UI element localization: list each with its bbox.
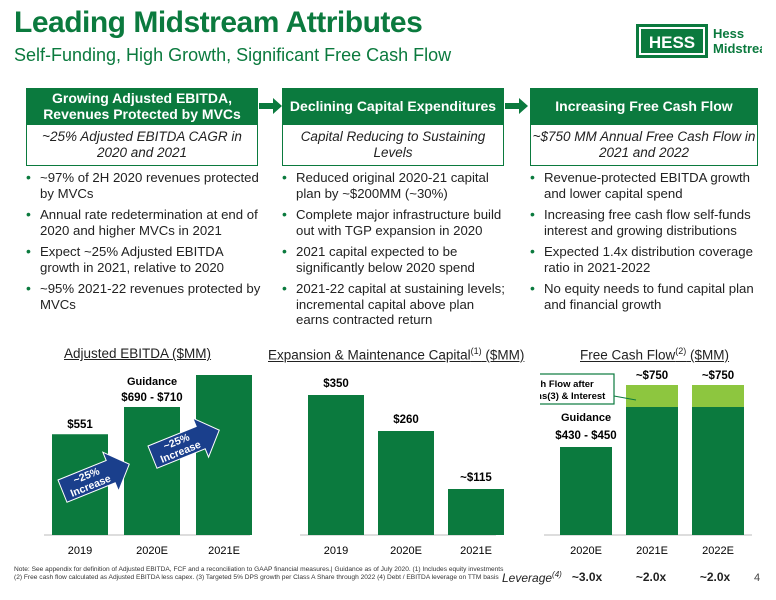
right-arrow-icon — [259, 98, 282, 114]
bar-2022E — [692, 407, 744, 535]
capex-bar-chart: $350 $260 ~$115 2019 2020E 2021E — [300, 378, 504, 557]
x-tick-label: 2019 — [68, 545, 92, 557]
svg-text:Hess: Hess — [713, 26, 744, 41]
list-item: 2021-22 capital at sustaining levels; in… — [282, 281, 510, 328]
leverage-value: ~3.0x — [571, 570, 603, 584]
x-tick-label: 2020E — [390, 545, 422, 557]
list-item: Expected 1.4x distribution coverage rati… — [530, 244, 760, 275]
fcf-bar-chart: $430 - $450 ~$750 ~$750 Guidance Free Ca… — [540, 370, 752, 557]
data-label-2019: $551 — [67, 419, 93, 431]
bullet-list-ebitda: ~97% of 2H 2020 revenues protected by MV… — [26, 170, 262, 318]
list-item: Complete major infrastructure build out … — [282, 207, 510, 238]
list-item: Expect ~25% Adjusted EBITDA growth in 20… — [26, 244, 262, 275]
list-item: ~95% 2021-22 revenues protected by MVCs — [26, 281, 262, 312]
list-item: Reduced original 2020-21 capital plan by… — [282, 170, 510, 201]
highlight-box-fcf: ~$750 MM Annual Free Cash Flow in 2021 a… — [530, 124, 758, 166]
callout-text: Free Cash Flow after — [540, 379, 594, 390]
guidance-label: Guidance — [561, 412, 611, 424]
data-label: $350 — [323, 378, 349, 390]
x-tick-label: 2021E — [460, 545, 492, 557]
x-tick-label: 2020E — [136, 545, 168, 557]
column-heading-fcf: Increasing Free Cash Flow — [530, 88, 758, 124]
leverage-value: ~2.0x — [699, 570, 731, 584]
list-item: 2021 capital expected to be significantl… — [282, 244, 510, 275]
x-tick-label: 2019 — [324, 545, 348, 557]
x-tick-label: 2021E — [208, 545, 240, 557]
footnote: Note: See appendix for definition of Adj… — [14, 566, 504, 581]
svg-text:HESS: HESS — [649, 33, 695, 52]
bar-top-2022E — [692, 385, 744, 407]
page-title: Leading Midstream Attributes — [14, 6, 423, 39]
x-tick-label: 2021E — [636, 545, 668, 557]
fcf-callout: Free Cash Flow after Distributions(3) & … — [540, 373, 637, 405]
column-heading-capex: Declining Capital Expenditures — [282, 88, 504, 124]
column-heading-ebitda: Growing Adjusted EBITDA, Revenues Protec… — [26, 88, 258, 124]
bar-2020E — [378, 431, 434, 535]
data-label: $430 - $450 — [555, 430, 616, 442]
ebitda-bar-chart: $551 $690 - $710 Guidance ~25% Increase … — [44, 375, 252, 557]
list-item: ~97% of 2H 2020 revenues protected by MV… — [26, 170, 262, 201]
highlight-box-ebitda: ~25% Adjusted EBITDA CAGR in 2020 and 20… — [26, 124, 258, 166]
x-tick-label: 2022E — [702, 545, 734, 557]
bar-2021E — [448, 489, 504, 535]
data-label: $260 — [393, 414, 419, 426]
leverage-value: ~2.0x — [635, 570, 667, 584]
data-label: ~$750 — [636, 370, 668, 382]
data-label: ~$115 — [460, 472, 492, 484]
list-item: No equity needs to fund capital plan and… — [530, 281, 760, 312]
right-arrow-icon — [505, 98, 528, 114]
bar-top-2021E — [626, 385, 678, 407]
bar-2021E — [626, 407, 678, 535]
page-subtitle: Self-Funding, High Growth, Significant F… — [14, 45, 452, 65]
hess-midstream-logo: HESS Hess Midstream — [636, 24, 762, 58]
bullet-list-fcf: Revenue-protected EBITDA growth and lowe… — [530, 170, 760, 318]
list-item: Annual rate redetermination at end of 20… — [26, 207, 262, 238]
data-label-2020E: $690 - $710 — [121, 392, 182, 404]
bar-2021E — [196, 375, 252, 535]
leverage-label: Leverage(4) — [502, 570, 562, 585]
bar-2020E — [560, 447, 612, 535]
bar-2020E — [124, 407, 180, 535]
data-label: ~$750 — [702, 370, 734, 382]
chart-title-fcf: Free Cash Flow(2) ($MM) — [580, 346, 730, 363]
bar-2019 — [308, 395, 364, 535]
chart-title-ebitda: Adjusted EBITDA ($MM) — [64, 346, 212, 361]
callout-text: Distributions(3) & Interest — [540, 391, 606, 402]
bullet-list-capex: Reduced original 2020-21 capital plan by… — [282, 170, 510, 334]
chart-title-capex: Expansion & Maintenance Capital(1) ($MM) — [268, 346, 525, 363]
svg-text:Midstream: Midstream — [713, 41, 762, 56]
page-number: 4 — [754, 572, 761, 584]
list-item: Increasing free cash flow self-funds int… — [530, 207, 760, 238]
x-tick-label: 2020E — [570, 545, 602, 557]
list-item: Revenue-protected EBITDA growth and lowe… — [530, 170, 760, 201]
guidance-label: Guidance — [127, 376, 177, 388]
highlight-box-capex: Capital Reducing to Sustaining Levels — [282, 124, 504, 166]
